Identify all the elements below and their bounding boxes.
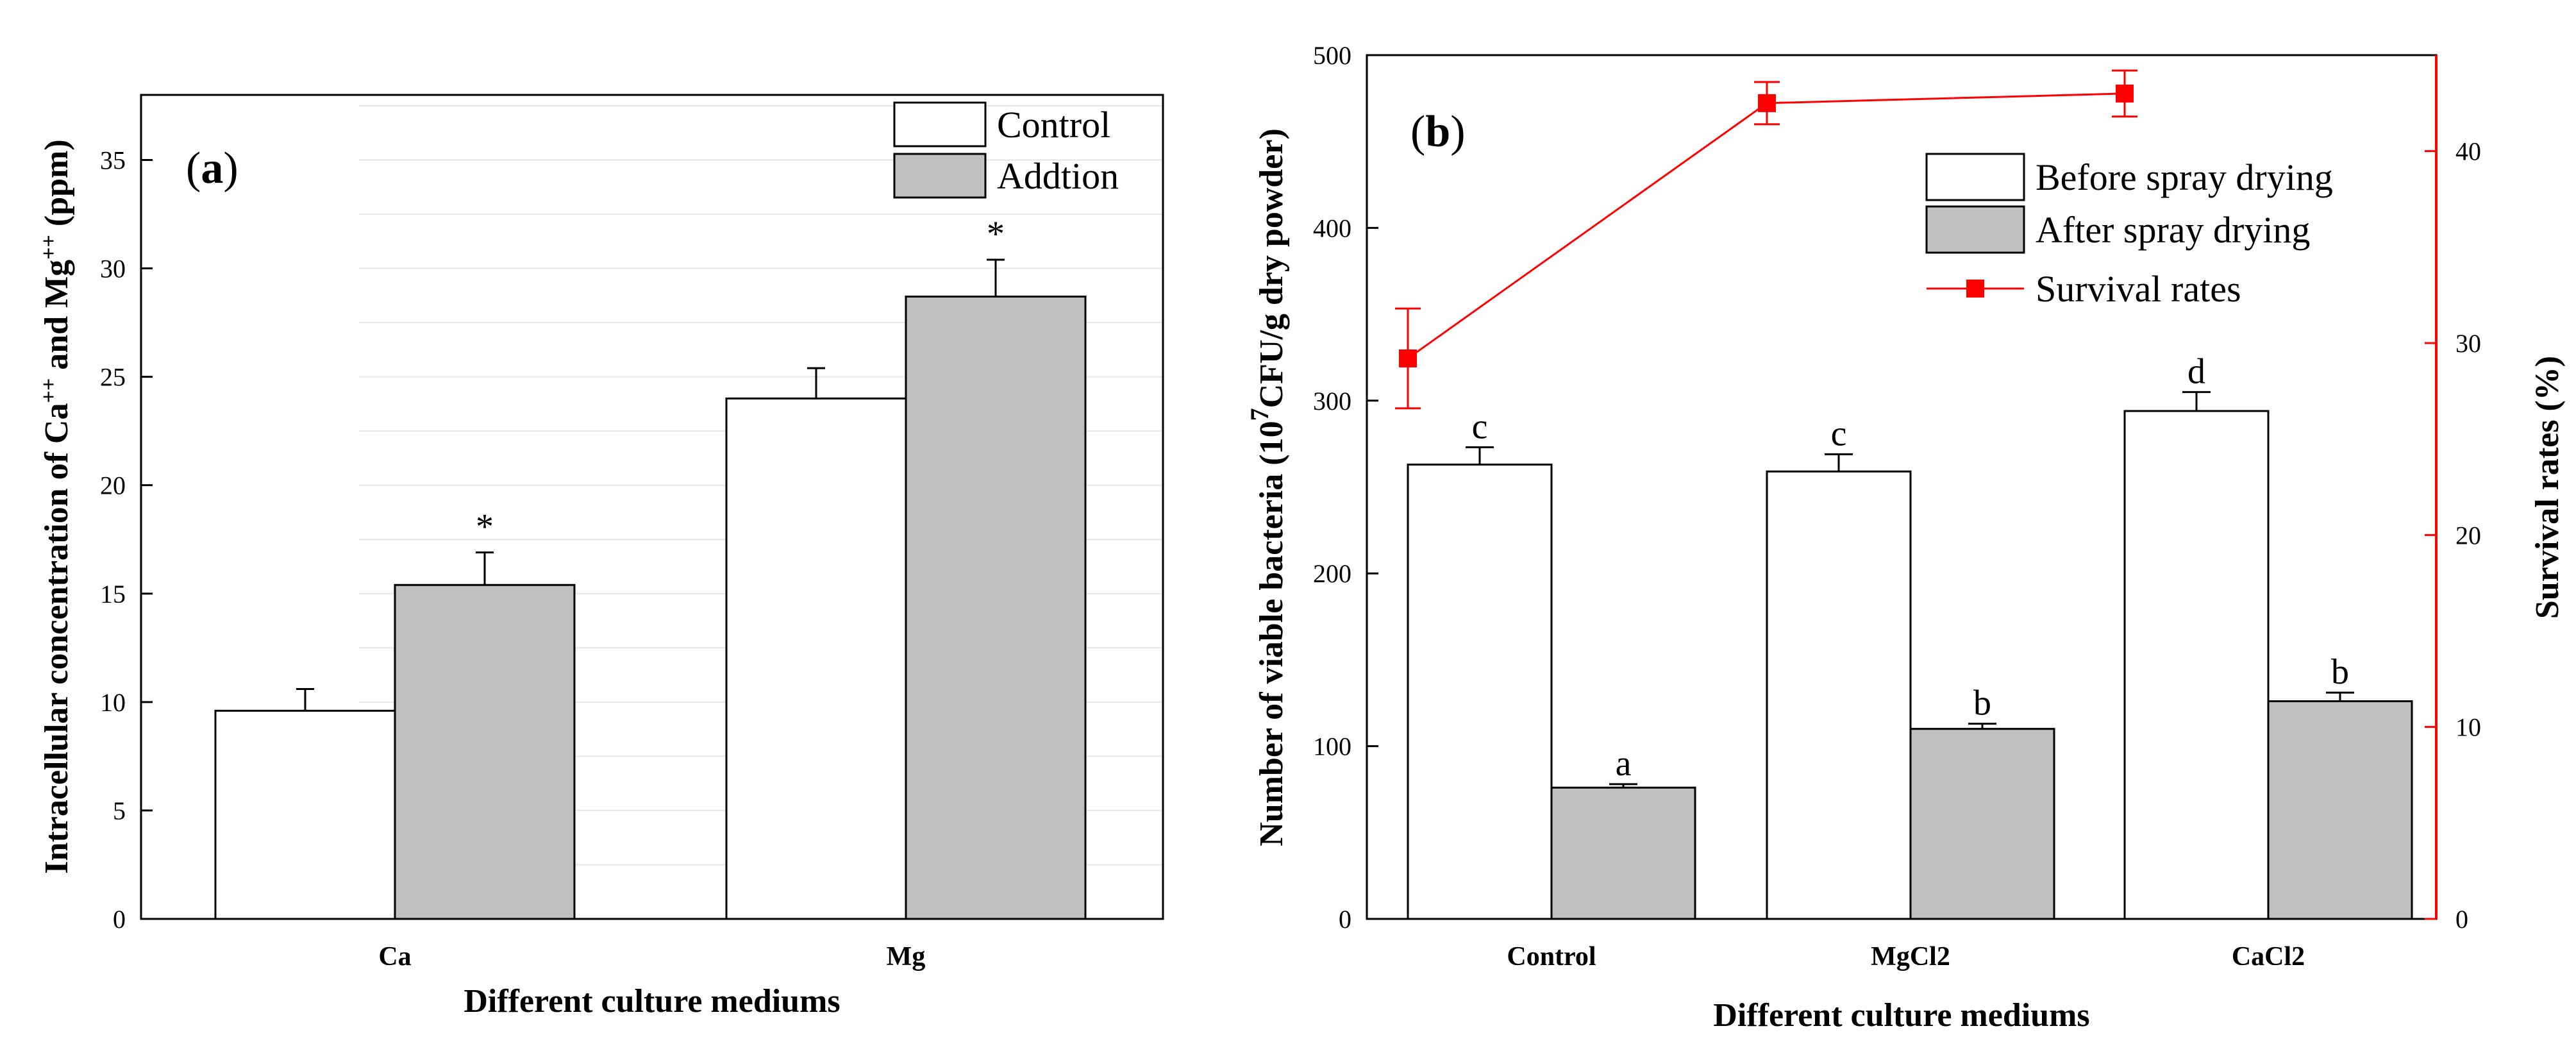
y-axis-title-a-part2: and Mg <box>38 260 75 378</box>
y-axis-title-a-sup2: ++ <box>37 235 61 260</box>
significance-label-b: c <box>1831 414 1847 453</box>
legend-label-b: Before spray drying <box>2036 156 2333 198</box>
bars-b: c a c b d b <box>1407 351 2413 920</box>
y-axis-ticks-a: 0 5 10 15 20 25 30 35 <box>100 146 153 934</box>
plot-frame-a <box>140 94 1164 920</box>
x-tick-label-b: Control <box>1507 942 1596 971</box>
x-axis-ticks-a: Ca Mg <box>378 907 925 971</box>
bar-a-Ca-Addtion <box>394 584 576 920</box>
y2-tick-label-b: 30 <box>2455 329 2481 358</box>
y2-axis-title-b: Survival rates (%) <box>2529 356 2566 619</box>
legend-marker-b <box>1966 280 1984 298</box>
y-tick-label-a: 10 <box>100 688 126 717</box>
x-tick-label-a: Ca <box>378 942 411 971</box>
y-tick-label-b: 100 <box>1313 732 1351 761</box>
y-axis-title-b-sup: 7 <box>1245 408 1274 421</box>
legend-label-b: Survival rates <box>2036 268 2241 310</box>
survival-rate-point <box>2116 84 2134 103</box>
y-tick-label-a: 15 <box>100 580 126 609</box>
y-tick-label-a: 0 <box>113 905 126 934</box>
bar-b-MgCl2-After spray drying <box>1909 728 2055 920</box>
survival-rate-point <box>1758 94 1776 112</box>
legend-swatch-b <box>1925 153 2025 201</box>
bar-b-Control-After spray drying <box>1550 786 1696 920</box>
panel-label-a: (a) <box>186 144 238 193</box>
y-tick-label-b: 200 <box>1313 559 1351 588</box>
y2-tick-label-b: 20 <box>2455 521 2481 550</box>
significance-label-a: * <box>987 214 1005 254</box>
y-tick-label-a: 20 <box>100 471 126 500</box>
legend-label-a: Addtion <box>997 155 1119 197</box>
y-tick-label-a: 30 <box>100 255 126 283</box>
y-tick-label-a: 5 <box>113 796 126 825</box>
panel-letter-b: b <box>1425 107 1450 156</box>
survival-rate-point <box>1399 349 1417 367</box>
y-axis-title-a-part1: Intracellular concentration of Ca <box>38 403 75 874</box>
y-axis-title-a-sup1: ++ <box>37 378 61 403</box>
legend-swatch-b <box>1925 205 2025 254</box>
y-axis-title-a-part3: (ppm) <box>38 139 75 235</box>
significance-label-b: b <box>2331 652 2349 692</box>
legend-swatch-a <box>893 153 987 199</box>
significance-label-a: * <box>476 507 494 547</box>
panel-label-b: (b) <box>1410 107 1466 156</box>
legend-b: Before spray drying After spray drying Sur… <box>1925 153 2333 310</box>
significance-label-b: b <box>1973 684 1991 723</box>
y2-tick-label-b: 40 <box>2455 137 2481 166</box>
y-tick-label-a: 35 <box>100 146 126 174</box>
bar-b-CaCl2-Before spray drying <box>2123 410 2270 920</box>
y-tick-label-b: 0 <box>1339 905 1351 934</box>
y-axis-title-b: Number of viable bacteria (107CFU/g dry … <box>1245 128 1291 846</box>
x-axis-title-b: Different culture mediums <box>1713 997 2089 1034</box>
bar-a-Mg-Addtion <box>905 295 1087 920</box>
y2-axis-ticks-b: 0 10 20 30 40 <box>2425 137 2481 934</box>
y2-tick-label-b: 0 <box>2455 905 2468 934</box>
y-tick-label-b: 300 <box>1313 387 1351 416</box>
panel-letter-a: a <box>201 144 223 193</box>
bar-b-MgCl2-Before spray drying <box>1766 470 1912 920</box>
x-tick-label-b: MgCl2 <box>1871 942 1950 971</box>
y-tick-label-b: 500 <box>1313 41 1351 70</box>
chart-panel-b: c a c b d b 0 100 200 300 400 500 0 10 20 30 40 Contro… <box>1245 41 2566 1034</box>
x-axis-title-a: Different culture mediums <box>464 983 840 1020</box>
legend-label-a: Control <box>997 104 1110 146</box>
legend-swatch-a <box>893 101 987 147</box>
x-tick-label-b: CaCl2 <box>2232 942 2305 971</box>
significance-label-b: c <box>1472 407 1488 447</box>
y-tick-label-b: 400 <box>1313 214 1351 242</box>
bars-a: ** <box>214 214 1087 920</box>
significance-label-b: a <box>1616 744 1632 784</box>
legend-a: Control Addtion <box>893 101 1119 199</box>
legend-label-b: After spray drying <box>2036 209 2310 251</box>
significance-label-b: d <box>2187 351 2205 391</box>
bar-a-Ca-Control <box>214 709 396 920</box>
y-axis-title-a: Intracellular concentration of Ca++ and … <box>37 139 76 873</box>
x-tick-label-a: Mg <box>887 942 926 971</box>
survival-line-b <box>1395 69 2137 410</box>
y-axis-title-b-part1: Number of viable bacteria (10 <box>1253 421 1290 846</box>
y-tick-label-a: 25 <box>100 363 126 392</box>
y2-tick-label-b: 10 <box>2455 713 2481 742</box>
y-axis-title-b-part2: CFU/g dry powder) <box>1253 128 1290 408</box>
x-axis-ticks-b: Control MgCl2 CaCl2 <box>1507 907 2305 971</box>
bar-b-Control-Before spray drying <box>1407 463 1553 920</box>
bar-b-CaCl2-After spray drying <box>2267 700 2413 920</box>
bar-a-Mg-Control <box>725 397 907 920</box>
y-axis-ticks-b: 0 100 200 300 400 500 <box>1313 41 1378 934</box>
